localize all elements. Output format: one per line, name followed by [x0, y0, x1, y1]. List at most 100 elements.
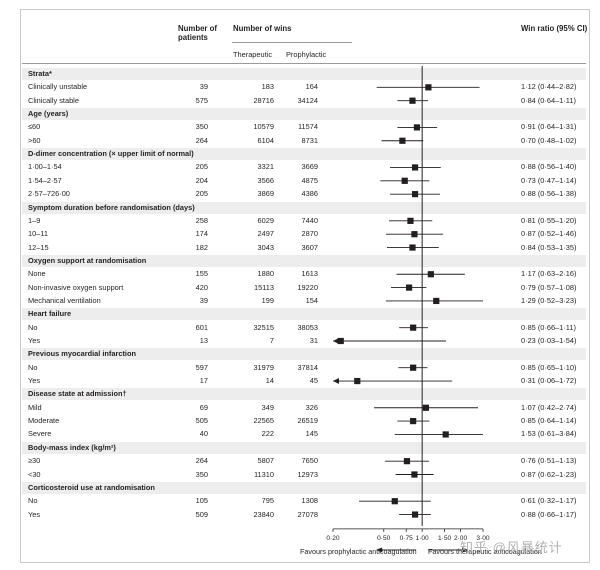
section-header-row: Body-mass index (kg/m²): [0, 442, 600, 454]
prophylactic-wins: 2870: [301, 229, 318, 239]
point-estimate: [410, 364, 417, 371]
section-stripe: [22, 388, 586, 401]
point-estimate: [433, 297, 440, 305]
row-label: 1·00–1·54: [28, 162, 62, 172]
therapeutic-wins: 31979: [253, 362, 274, 372]
section-stripe: [22, 254, 586, 267]
table-row: 12–15 182 3043 3607 0·84 (0·53–1·35): [0, 242, 600, 254]
table-row: Yes 13 7 31 0·23 (0·03–1·54): [0, 335, 600, 347]
win-ratio-ci: 0·61 (0·32–1·17): [521, 496, 577, 506]
section-stripe: [22, 148, 586, 161]
point-estimate: [405, 284, 413, 291]
header-bottom-rule: [22, 63, 586, 64]
therapeutic-wins: 222: [261, 429, 274, 439]
table-row: <30 350 11310 12973 0·87 (0·62–1·23): [0, 469, 600, 481]
therapeutic-wins: 5807: [257, 456, 274, 466]
therapeutic-wins: 15113: [253, 282, 274, 292]
therapeutic-wins: 23840: [253, 509, 274, 519]
row-label: No: [28, 362, 38, 372]
section-header-row: D-dimer concentration (× upper limit of …: [0, 148, 600, 160]
table-row: 10–11 174 2497 2870 0·87 (0·52–1·46): [0, 228, 600, 240]
row-label: Yes: [28, 509, 41, 519]
win-ratio-ci: 0·81 (0·55–1·20): [521, 215, 577, 225]
win-ratio-ci: 0·88 (0·56–1·38): [521, 189, 577, 199]
point-estimate: [401, 177, 408, 184]
prophylactic-wins: 1613: [301, 269, 318, 279]
prophylactic-wins: 27078: [297, 509, 318, 519]
point-estimate: [411, 164, 419, 171]
patients-count: 205: [195, 189, 208, 199]
x-tick-label: 1·00: [416, 535, 430, 542]
patients-count: 258: [195, 215, 208, 225]
row-label: 12–15: [28, 242, 49, 252]
table-row: ≥30 264 5807 7650 0·76 (0·51–1·13): [0, 455, 600, 467]
prophylactic-wins: 34124: [297, 95, 318, 105]
point-estimate: [391, 498, 398, 505]
patients-count: 420: [195, 282, 208, 292]
prophylactic-wins: 4386: [301, 189, 318, 199]
win-ratio-ci: 0·88 (0·66–1·17): [521, 509, 577, 519]
section-header-row: Corticosteroid use at randomisation: [0, 482, 600, 494]
row-label: 1–9: [28, 215, 41, 225]
row-label: Yes: [28, 336, 41, 345]
row-label: Clinically stable: [28, 95, 79, 105]
table-row: Yes 17 14 45 0·31 (0·06–1·72): [0, 375, 600, 387]
section-title: Disease state at admission†: [28, 389, 127, 399]
section-stripe: [22, 441, 586, 454]
win-ratio-ci: 0·87 (0·52–1·46): [521, 229, 577, 239]
therapeutic-wins: 14: [265, 376, 274, 386]
row-label: Moderate: [28, 416, 60, 426]
therapeutic-wins: 32515: [253, 322, 274, 332]
wins-header-rule: [232, 42, 352, 43]
section-stripe: [22, 348, 586, 361]
patients-count: 155: [195, 269, 208, 279]
patients-count: 39: [199, 295, 208, 305]
point-estimate: [425, 84, 432, 91]
therapeutic-wins: 3321: [257, 162, 274, 172]
therapeutic-wins: 795: [261, 496, 274, 506]
figure-frame: [20, 9, 590, 563]
point-estimate: [410, 324, 417, 331]
section-header-row: Age (years): [0, 108, 600, 120]
point-estimate: [411, 511, 419, 518]
section-title: Strata*: [28, 69, 52, 78]
win-ratio-ci: 1·12 (0·44–2·82): [521, 82, 577, 92]
therapeutic-wins: 1880: [257, 269, 274, 279]
section-title: Heart failure: [28, 309, 72, 319]
therapeutic-wins: 349: [261, 402, 274, 412]
patients-count: 40: [199, 429, 208, 439]
ci-truncation-arrow: [333, 378, 339, 385]
section-title: Body-mass index (kg/m²): [28, 442, 116, 452]
prophylactic-wins: 326: [305, 402, 318, 412]
patients-count: 505: [195, 416, 208, 426]
win-ratio-ci: 0·91 (0·64–1·31): [521, 122, 577, 132]
section-stripe: [22, 481, 586, 494]
section-header-row: Disease state at admission†: [0, 388, 600, 400]
patients-count: 17: [199, 376, 208, 386]
point-estimate: [354, 377, 361, 385]
therapeutic-wins: 10579: [253, 122, 274, 132]
section-title: Corticosteroid use at randomisation: [28, 482, 155, 492]
table-row: None 155 1880 1613 1·17 (0·63–2·16): [0, 268, 600, 280]
therapeutic-wins: 3566: [257, 175, 274, 185]
point-estimate: [410, 418, 417, 425]
row-label: 2·57–726·00: [28, 189, 70, 199]
point-estimate: [422, 404, 429, 411]
prophylactic-wins: 31: [309, 336, 318, 345]
table-row: Mild 69 349 326 1·07 (0·42–2·74): [0, 402, 600, 414]
patients-count: 601: [195, 322, 208, 332]
header-therapeutic: Therapeutic: [233, 50, 273, 59]
x-tick-label: 0·20: [326, 535, 340, 542]
section-header-row: Strata*: [0, 68, 600, 80]
section-stripe: [22, 201, 586, 214]
table-row: No 105 795 1308 0·61 (0·32–1·17): [0, 495, 600, 507]
prophylactic-wins: 145: [305, 429, 318, 439]
row-label: 10–11: [28, 229, 49, 239]
point-estimate: [413, 124, 421, 131]
section-title: Symptom duration before randomisation (d…: [28, 202, 195, 212]
row-label: Mechanical ventilation: [28, 295, 101, 305]
therapeutic-wins: 199: [261, 295, 274, 305]
point-estimate: [442, 431, 449, 438]
therapeutic-wins: 3043: [257, 242, 274, 252]
